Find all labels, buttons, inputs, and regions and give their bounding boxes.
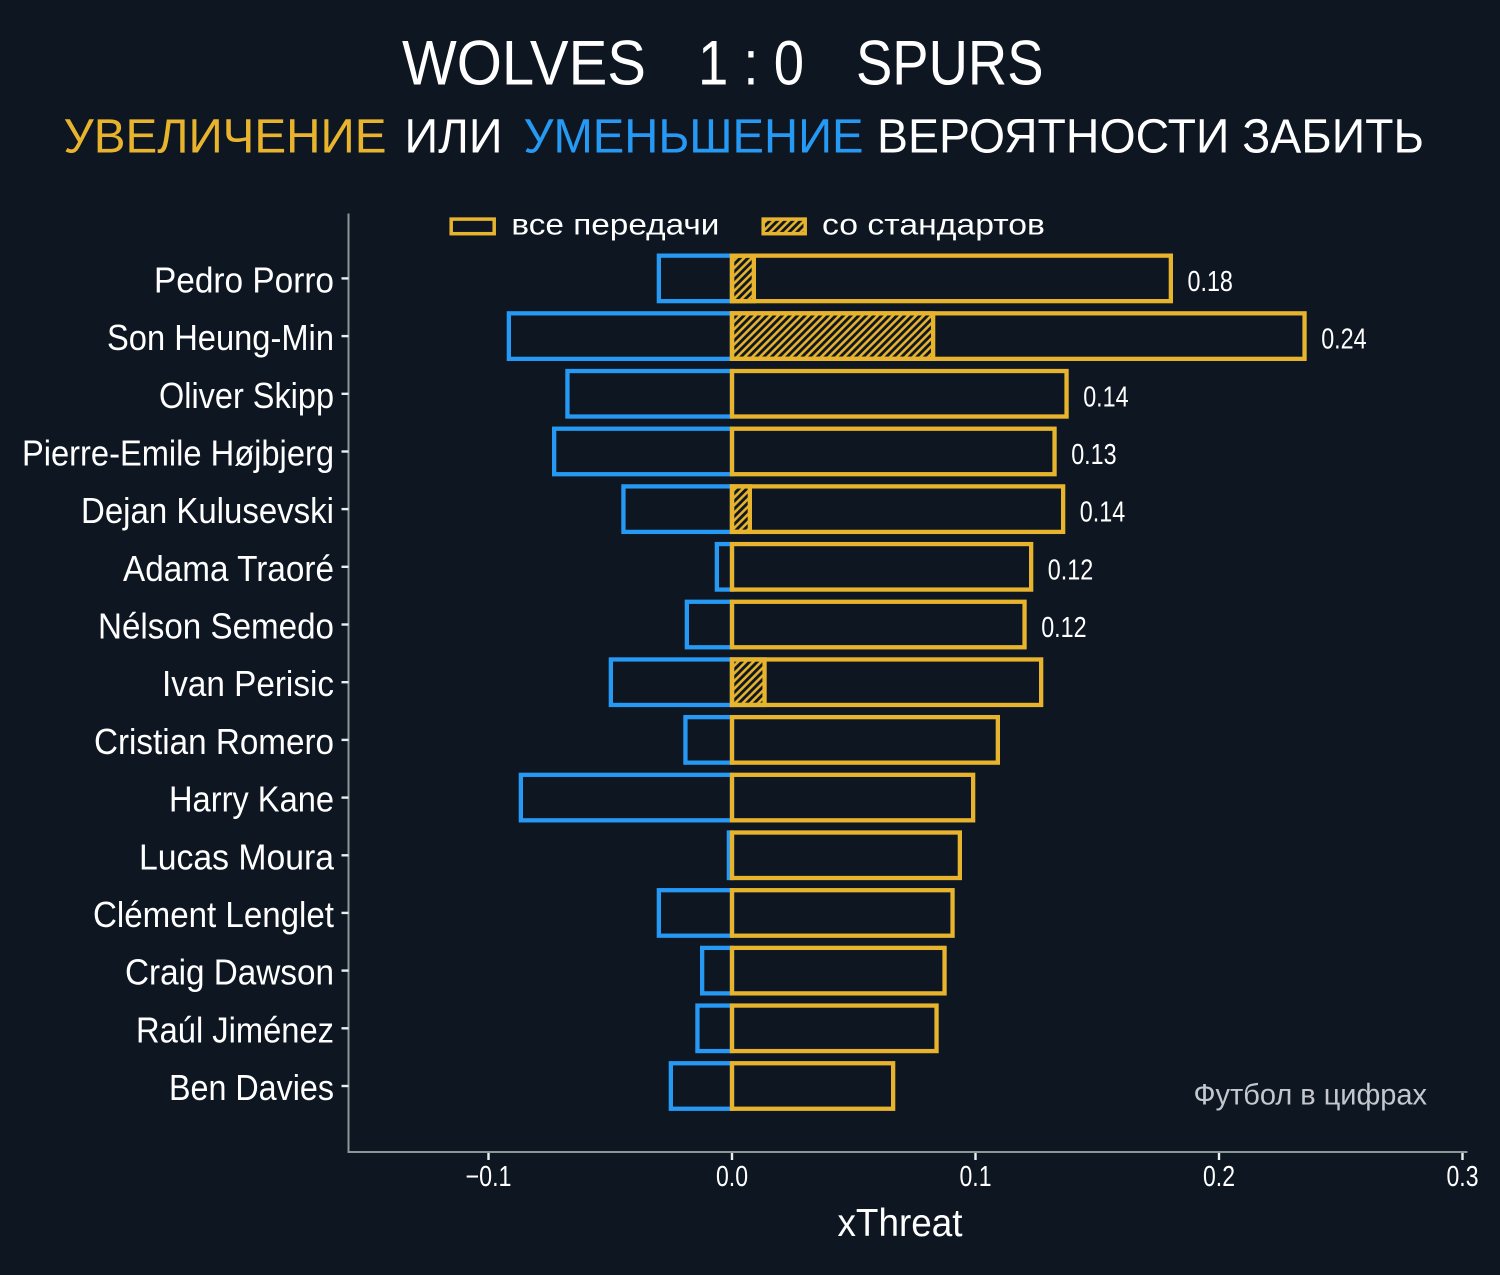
svg-text:Ivan Perisic: Ivan Perisic	[162, 663, 334, 704]
svg-text:Футбол в цифрах: Футбол в цифрах	[1194, 1079, 1428, 1112]
svg-text:все передачи: все передачи	[511, 209, 719, 242]
svg-text:Nélson Semedo: Nélson Semedo	[98, 606, 334, 647]
svg-text:xThreat: xThreat	[838, 1202, 963, 1245]
svg-text:Dejan Kulusevski: Dejan Kulusevski	[81, 490, 334, 531]
svg-text:0.3: 0.3	[1447, 1161, 1479, 1193]
svg-text:Craig Dawson: Craig Dawson	[125, 952, 334, 993]
svg-text:ВЕРОЯТНОСТИ ЗАБИТЬ: ВЕРОЯТНОСТИ ЗАБИТЬ	[877, 110, 1424, 164]
svg-text:Adama Traoré: Adama Traoré	[123, 548, 334, 589]
svg-text:0.12: 0.12	[1041, 612, 1086, 644]
svg-text:0.13: 0.13	[1071, 439, 1116, 471]
svg-text:Pedro Porro: Pedro Porro	[154, 259, 334, 300]
svg-text:0.14: 0.14	[1080, 497, 1126, 529]
svg-text:0.1: 0.1	[960, 1161, 992, 1193]
svg-text:Pierre-Emile Højbjerg: Pierre-Emile Højbjerg	[22, 433, 334, 474]
svg-text:0.12: 0.12	[1048, 554, 1093, 586]
svg-text:0.0: 0.0	[716, 1161, 748, 1193]
svg-text:Lucas Moura: Lucas Moura	[139, 836, 335, 877]
svg-text:Harry Kane: Harry Kane	[169, 779, 334, 820]
svg-text:Raúl Jiménez: Raúl Jiménez	[136, 1009, 334, 1050]
svg-text:WOLVES: WOLVES	[402, 28, 646, 98]
svg-text:со стандартов: со стандартов	[822, 209, 1045, 242]
svg-text:Oliver Skipp: Oliver Skipp	[159, 375, 334, 416]
svg-text:SPURS: SPURS	[856, 28, 1044, 98]
svg-text:0.2: 0.2	[1203, 1161, 1235, 1193]
svg-text:Clément Lenglet: Clément Lenglet	[93, 894, 334, 935]
svg-text:УМЕНЬШЕНИЕ: УМЕНЬШЕНИЕ	[524, 110, 864, 164]
svg-text:Ben Davies: Ben Davies	[169, 1067, 334, 1108]
svg-text:Cristian Romero: Cristian Romero	[94, 721, 334, 762]
svg-text:0.18: 0.18	[1188, 266, 1233, 298]
svg-text:0.24: 0.24	[1321, 324, 1367, 356]
svg-text:1 : 0: 1 : 0	[698, 28, 804, 98]
svg-text:0.14: 0.14	[1083, 381, 1129, 413]
svg-text:ИЛИ: ИЛИ	[405, 110, 503, 164]
svg-text:Son Heung-Min: Son Heung-Min	[107, 317, 334, 358]
svg-text:−0.1: −0.1	[466, 1161, 512, 1193]
svg-text:УВЕЛИЧЕНИЕ: УВЕЛИЧЕНИЕ	[64, 110, 387, 164]
